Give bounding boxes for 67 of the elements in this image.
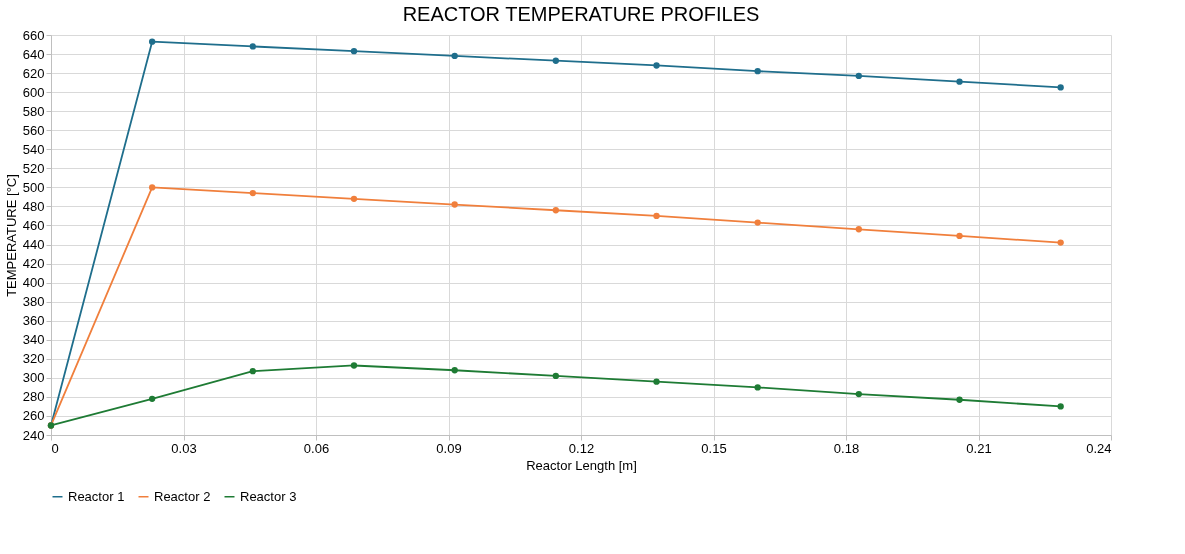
point bbox=[754, 384, 761, 391]
point bbox=[552, 372, 559, 380]
point bbox=[249, 43, 256, 50]
point bbox=[148, 38, 156, 45]
point bbox=[249, 368, 256, 375]
y-tick-label: 620 bbox=[22, 65, 45, 81]
x-axis-title: Reactor Length [m] bbox=[526, 457, 637, 473]
legend-label: Reactor 1 bbox=[68, 488, 125, 504]
y-tick-label: 280 bbox=[22, 389, 45, 405]
point bbox=[552, 207, 559, 214]
y-tick-label: 320 bbox=[22, 351, 45, 367]
point bbox=[148, 184, 156, 191]
point bbox=[148, 395, 156, 402]
y-axis-title: TEMPERATURE [°C] bbox=[3, 174, 19, 297]
y-tick-label: 480 bbox=[22, 198, 45, 214]
point bbox=[1057, 239, 1064, 246]
point bbox=[1057, 403, 1064, 410]
point bbox=[653, 212, 660, 220]
y-tick-label: 260 bbox=[22, 408, 45, 424]
x-tick-label: 0.06 bbox=[303, 440, 330, 456]
legend-label: Reactor 2 bbox=[154, 488, 211, 504]
point bbox=[552, 57, 559, 64]
x-tick-label: 0.12 bbox=[568, 440, 595, 456]
y-tick-label: 660 bbox=[22, 27, 45, 43]
y-tick-label: 460 bbox=[22, 217, 45, 233]
point bbox=[754, 219, 761, 226]
point bbox=[451, 201, 458, 208]
y-tick-label: 400 bbox=[22, 275, 45, 291]
x-tick-label: 0.03 bbox=[171, 440, 197, 456]
point bbox=[451, 367, 458, 374]
point bbox=[350, 362, 358, 369]
y-tick-label: 440 bbox=[22, 237, 45, 253]
point bbox=[653, 378, 660, 385]
y-tick-label: 640 bbox=[22, 46, 45, 62]
chart-title: REACTOR TEMPERATURE PROFILES bbox=[402, 3, 760, 25]
x-tick-label: 0.24 bbox=[1086, 440, 1112, 456]
point bbox=[956, 78, 963, 85]
y-tick-label: 420 bbox=[22, 256, 45, 272]
y-tick-label: 520 bbox=[22, 160, 45, 176]
y-tick-label: 500 bbox=[22, 179, 45, 195]
y-tick-label: 360 bbox=[22, 313, 45, 329]
point bbox=[350, 48, 358, 55]
point bbox=[350, 195, 358, 202]
x-tick-label: 0.18 bbox=[833, 440, 860, 456]
point bbox=[249, 189, 256, 197]
y-tick-label: 580 bbox=[22, 103, 45, 119]
point bbox=[451, 52, 458, 60]
y-tick-label: 240 bbox=[22, 427, 45, 443]
point bbox=[754, 68, 761, 75]
point bbox=[855, 390, 862, 398]
legend-label: Reactor 3 bbox=[240, 488, 297, 504]
x-tick-label: 0.09 bbox=[436, 440, 462, 456]
y-tick-label: 340 bbox=[22, 332, 45, 348]
y-tick-label: 560 bbox=[22, 122, 45, 138]
x-tick-label: 0 bbox=[51, 440, 59, 456]
x-tick-label: 0.21 bbox=[966, 440, 992, 456]
y-tick-label: 540 bbox=[22, 141, 45, 157]
point bbox=[855, 72, 862, 80]
y-tick-label: 300 bbox=[22, 370, 45, 386]
point bbox=[653, 62, 660, 69]
point bbox=[956, 232, 963, 240]
point bbox=[1057, 84, 1064, 91]
y-tick-label: 600 bbox=[22, 84, 45, 100]
point bbox=[956, 396, 963, 403]
point bbox=[855, 226, 862, 233]
x-tick-label: 0.15 bbox=[701, 440, 727, 456]
y-tick-label: 380 bbox=[22, 294, 45, 310]
